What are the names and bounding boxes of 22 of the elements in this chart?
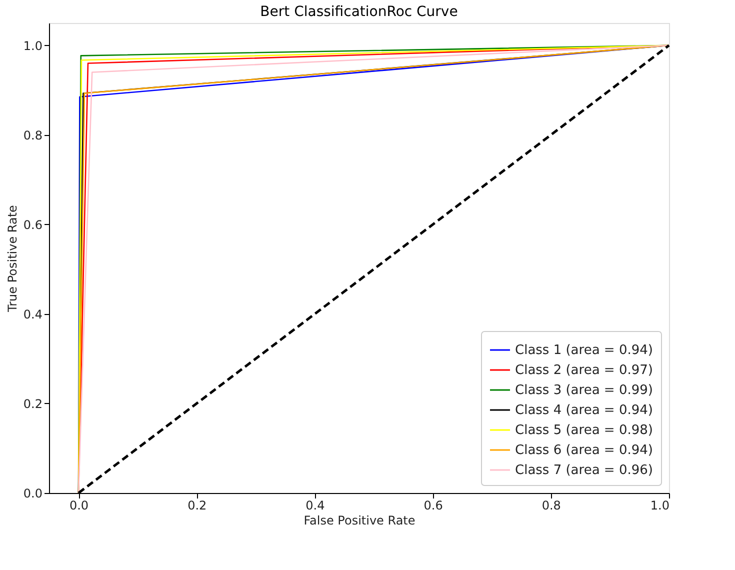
legend-label: Class 1 (area = 0.94) xyxy=(515,343,653,358)
x-axis-title: False Positive Rate xyxy=(304,514,416,528)
y-tick-label: 0.8 xyxy=(23,128,42,142)
y-axis-title: True Positive Rate xyxy=(5,205,20,313)
x-tick-label: 0.2 xyxy=(188,498,207,512)
x-tick-label: 0.8 xyxy=(542,498,561,512)
y-tick-label: 0.2 xyxy=(23,396,42,411)
legend-label: Class 7 (area = 0.96) xyxy=(515,463,653,478)
y-tick-label: 0.4 xyxy=(23,307,42,322)
legend-label: Class 3 (area = 0.99) xyxy=(515,383,653,398)
y-tick-label: 0.6 xyxy=(23,218,42,232)
legend-label: Class 5 (area = 0.98) xyxy=(515,423,653,438)
y-tick-label: 1.0 xyxy=(23,38,42,53)
chart-title: Bert ClassificationRoc Curve xyxy=(260,4,458,20)
x-tick-label: 0.0 xyxy=(69,498,89,512)
x-tick-label: 1.0 xyxy=(650,498,670,512)
legend-label: Class 4 (area = 0.94) xyxy=(515,403,653,418)
legend-label: Class 2 (area = 0.97) xyxy=(515,363,653,378)
legend-label: Class 6 (area = 0.94) xyxy=(515,443,653,458)
x-tick-label: 0.6 xyxy=(424,498,443,512)
y-tick-label: 0.0 xyxy=(23,486,42,500)
x-tick-label: 0.4 xyxy=(306,498,325,512)
